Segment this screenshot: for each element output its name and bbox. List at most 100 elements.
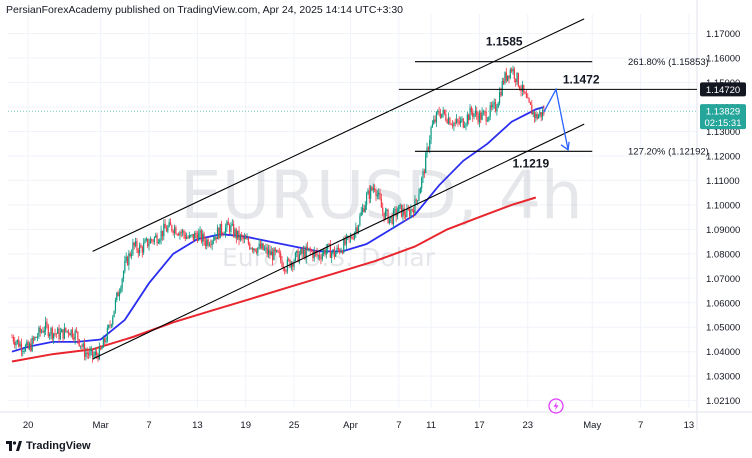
candle-body [371, 187, 373, 190]
trend-channel[interactable] [92, 18, 585, 360]
price-tick-label: 1.12000 [706, 151, 740, 162]
time-tick-label: 19 [240, 420, 251, 431]
candles[interactable] [11, 65, 545, 363]
candle-body [22, 351, 24, 352]
time-tick-label: 13 [684, 420, 695, 431]
candle-body [494, 102, 497, 112]
candle-body [413, 209, 415, 214]
candle-body [204, 241, 207, 247]
horizontal-levels[interactable]: 1.1585 1.1472 1.1219 261.80% (1.15853) 127.2… [398, 35, 709, 171]
candle-body [323, 249, 325, 254]
candle-body [464, 126, 466, 128]
candle-body [516, 72, 518, 83]
candle-body [253, 248, 255, 251]
candle-body [408, 209, 411, 217]
candle-body [239, 234, 241, 241]
candle-body [419, 188, 421, 194]
candle-body [278, 252, 280, 254]
candle-body [384, 211, 387, 220]
tradingview-logo[interactable]: TradingView [6, 440, 91, 452]
candle-body [410, 209, 412, 217]
candle-body [386, 209, 388, 212]
candle-body [55, 333, 57, 335]
candle-body [69, 333, 71, 336]
flash-icon[interactable] [548, 398, 564, 414]
candle-body [215, 236, 217, 240]
candle-body [414, 199, 416, 214]
candle-body [425, 153, 427, 174]
candle-body [200, 230, 203, 242]
candle-body [281, 259, 283, 267]
candle-body [382, 207, 384, 213]
candle-body [344, 239, 346, 245]
candle-body [331, 252, 333, 258]
candle-body [449, 117, 451, 125]
candle-body [457, 119, 459, 122]
candle-body [390, 216, 392, 219]
candle-body [23, 351, 25, 352]
ma-fast-line[interactable] [11, 106, 545, 353]
candle-body [509, 69, 511, 79]
candle-body [18, 339, 20, 347]
candle-body [398, 205, 400, 213]
candle-body [266, 247, 268, 255]
candle-body [196, 235, 198, 241]
candle-body [306, 246, 309, 250]
candle-body [466, 114, 468, 124]
candle-body [212, 240, 215, 241]
candle-body [47, 325, 49, 337]
candle-body [411, 209, 413, 210]
candle-body [218, 228, 220, 239]
candle-body [177, 234, 180, 236]
candle-body [34, 337, 36, 340]
candle-body [226, 221, 228, 228]
candle-body [532, 111, 534, 115]
candle-body [45, 321, 47, 331]
candle-body [30, 343, 32, 351]
candle-body [300, 248, 302, 255]
candle-body [374, 188, 376, 191]
candle-body [237, 230, 239, 239]
candle-body [282, 266, 284, 268]
candle-body [263, 248, 266, 250]
candle-body [59, 332, 61, 339]
candle-body [192, 234, 194, 240]
projection-arrow[interactable] [543, 87, 570, 151]
candle-body [524, 92, 526, 94]
candle-body [472, 112, 474, 117]
candle-body [152, 240, 154, 242]
candle-body [308, 248, 310, 250]
time-axis[interactable]: 20 Mar 7 13 19 25 Apr 7 11 17 23 May 7 13 [23, 420, 694, 431]
ma-slow-line[interactable] [11, 196, 537, 363]
candle-body [136, 241, 138, 250]
candle-body [262, 243, 264, 250]
candle-body [347, 235, 349, 237]
candle-body [482, 111, 485, 113]
candle-body [399, 204, 401, 206]
candle-body [298, 254, 301, 263]
candle-body [455, 119, 458, 123]
candle-body [231, 223, 233, 226]
level-label: 1.1472 [563, 72, 600, 86]
candle-body [165, 228, 168, 232]
candle-body [335, 252, 337, 257]
price-tick-label: 1.13000 [706, 127, 740, 138]
candle-body [267, 249, 270, 255]
candle-body [431, 123, 434, 128]
symbol-watermark: EURUSD, 4h Euro / U.S. Dollar [180, 157, 583, 272]
candle-body [325, 249, 327, 255]
candle-body [101, 347, 103, 350]
candle-body [337, 247, 339, 250]
candle-body [173, 227, 176, 233]
candle-body [73, 337, 75, 340]
candle-body [182, 230, 184, 233]
candle-body [14, 341, 16, 346]
candle-body [202, 233, 204, 242]
candle-body [28, 343, 31, 349]
candle-body [313, 251, 315, 258]
candle-body [288, 259, 290, 261]
candle-body [502, 80, 505, 84]
projection-path [543, 87, 569, 150]
candle-body [85, 352, 87, 357]
